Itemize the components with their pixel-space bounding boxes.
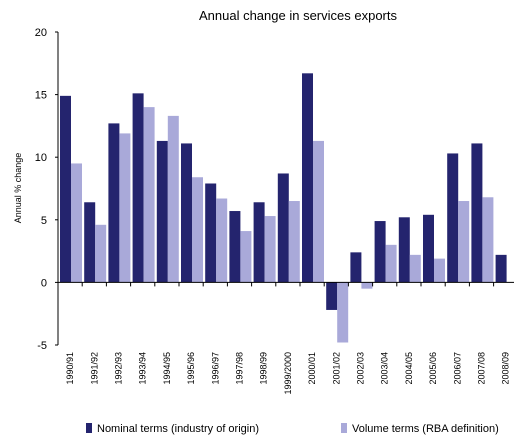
bar-volume-5 [192, 177, 203, 283]
bar-volume-11 [337, 282, 349, 343]
y-tick-label-3: 10 [35, 152, 47, 164]
bar-nominal-2 [108, 123, 120, 283]
bar-nominal-16 [447, 153, 459, 283]
bar-volume-9 [288, 201, 300, 283]
chart-title: Annual change in services exports [199, 8, 398, 23]
bar-volume-3 [143, 107, 155, 283]
bar-nominal-14 [398, 217, 410, 283]
x-tick-label-16: 2006/07 [452, 352, 462, 385]
y-tick-label-4: 15 [35, 90, 47, 102]
bar-volume-10 [313, 140, 324, 283]
x-tick-label-17: 2007/08 [477, 352, 487, 385]
x-tick-label-0: 1990/91 [65, 352, 75, 385]
bar-volume-16 [458, 201, 470, 283]
x-tick-label-1: 1991/92 [89, 352, 99, 385]
x-tick-label-5: 1995/96 [186, 352, 196, 385]
bar-volume-14 [409, 254, 421, 283]
bar-volume-4 [167, 115, 179, 283]
x-tick-label-3: 1993/94 [138, 352, 148, 385]
x-tick-label-7: 1997/98 [235, 352, 245, 385]
x-tick-label-13: 2003/04 [380, 352, 390, 385]
bar-nominal-17 [471, 143, 483, 283]
axes [57, 32, 514, 345]
legend: Nominal terms (industry of origin) Volum… [86, 423, 499, 435]
bar-nominal-6 [205, 183, 217, 283]
x-tick-label-9: 1999/2000 [283, 352, 293, 395]
bar-nominal-11 [326, 282, 338, 310]
x-tick-label-11: 2001/02 [331, 352, 341, 385]
y-axis-label: Annual % change [13, 153, 23, 224]
bar-nominal-15 [423, 214, 434, 283]
bar-nominal-1 [84, 202, 96, 283]
bar-nominal-8 [253, 202, 265, 283]
bar-nominal-13 [374, 221, 386, 283]
bar-volume-12 [361, 282, 373, 289]
y-axis-ticks: -5 0 5 10 15 20 [35, 27, 58, 352]
bar-nominal-9 [277, 173, 289, 283]
legend-swatch-nominal [86, 423, 92, 433]
legend-label-volume: Volume terms (RBA definition) [352, 423, 499, 435]
bar-volume-6 [216, 198, 228, 283]
bar-nominal-5 [181, 143, 192, 283]
x-tick-label-2: 1992/93 [114, 352, 124, 385]
bar-volume-13 [385, 244, 397, 283]
bar-volume-0 [71, 163, 82, 283]
bar-volume-2 [119, 133, 131, 283]
bar-volume-15 [434, 258, 445, 283]
bar-volume-8 [264, 216, 276, 283]
bar-nominal-3 [132, 93, 144, 283]
x-tick-label-4: 1994/95 [162, 352, 172, 385]
bar-nominal-7 [229, 211, 241, 283]
y-tick-label-2: 5 [41, 215, 47, 227]
y-tick-label-5: 20 [35, 27, 47, 39]
bar-nominal-10 [302, 73, 313, 283]
bar-nominal-4 [156, 140, 168, 283]
bar-volume-1 [95, 224, 107, 283]
x-axis-ticks: 1990/91 1991/92 1992/93 1993/94 1994/95 1995/… [57, 282, 511, 395]
x-tick-label-12: 2002/03 [356, 352, 366, 385]
x-tick-label-6: 1996/97 [210, 352, 220, 385]
bar-nominal-0 [60, 95, 71, 283]
bars [60, 73, 507, 343]
bar-volume-17 [482, 197, 494, 283]
legend-label-nominal: Nominal terms (industry of origin) [97, 423, 259, 435]
legend-swatch-volume [341, 423, 347, 433]
x-tick-label-15: 2005/06 [428, 352, 438, 385]
bar-nominal-12 [350, 252, 362, 283]
x-tick-label-14: 2004/05 [404, 352, 414, 385]
y-tick-label-0: -5 [37, 340, 47, 352]
x-tick-label-18: 2008/09 [501, 352, 511, 385]
y-tick-label-1: 0 [41, 277, 47, 289]
bar-nominal-18 [495, 254, 507, 283]
x-tick-label-10: 2000/01 [307, 352, 317, 385]
bar-volume-7 [240, 231, 252, 283]
x-tick-label-8: 1998/99 [259, 352, 269, 385]
